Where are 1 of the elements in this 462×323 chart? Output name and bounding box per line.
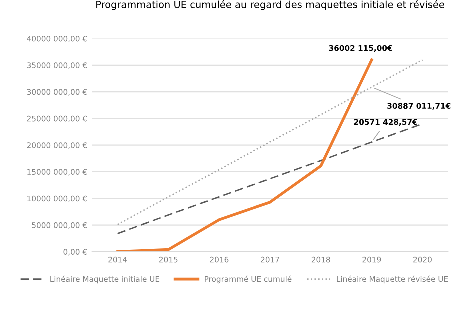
chart-title: Programmation UE cumulée au regard des maquettes initiale et révisée [96,0,444,10]
